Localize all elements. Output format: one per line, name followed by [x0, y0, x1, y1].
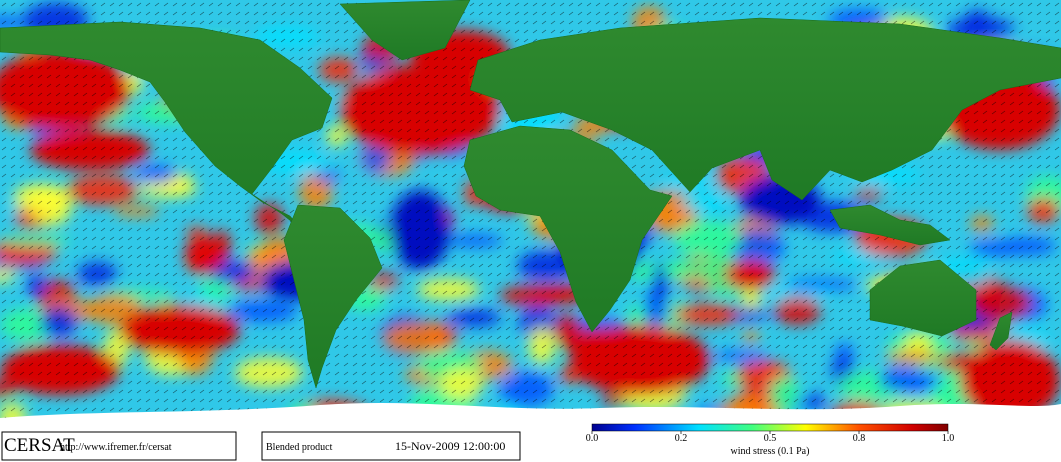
australia	[869, 259, 977, 337]
continents	[0, 0, 1061, 389]
colorbar-tick-label: 0.0	[586, 433, 599, 444]
greenland	[339, 0, 471, 61]
south-america	[283, 204, 383, 389]
colorbar-label: wind stress (0.1 Pa)	[731, 446, 810, 457]
eurasia	[469, 17, 1061, 201]
africa	[463, 125, 673, 333]
logo: CERSAT	[4, 435, 75, 456]
colorbar-tick-label: 1.0	[942, 433, 955, 444]
colorbar	[591, 423, 949, 432]
logo-box	[1, 431, 237, 461]
new-zealand	[989, 311, 1013, 351]
antarctica	[0, 403, 1061, 430]
indonesia	[829, 204, 951, 246]
product: Blended product	[266, 442, 333, 453]
url: http://www.ifremer.fr/cersat	[60, 442, 172, 453]
colorbar-tick-label: 0.8	[853, 433, 866, 444]
product-box	[261, 431, 521, 461]
date: 15-Nov-2009 12:00:00	[395, 439, 505, 453]
colorbar-tick-label: 0.5	[764, 433, 777, 444]
colorbar-tick-label: 0.2	[675, 433, 688, 444]
